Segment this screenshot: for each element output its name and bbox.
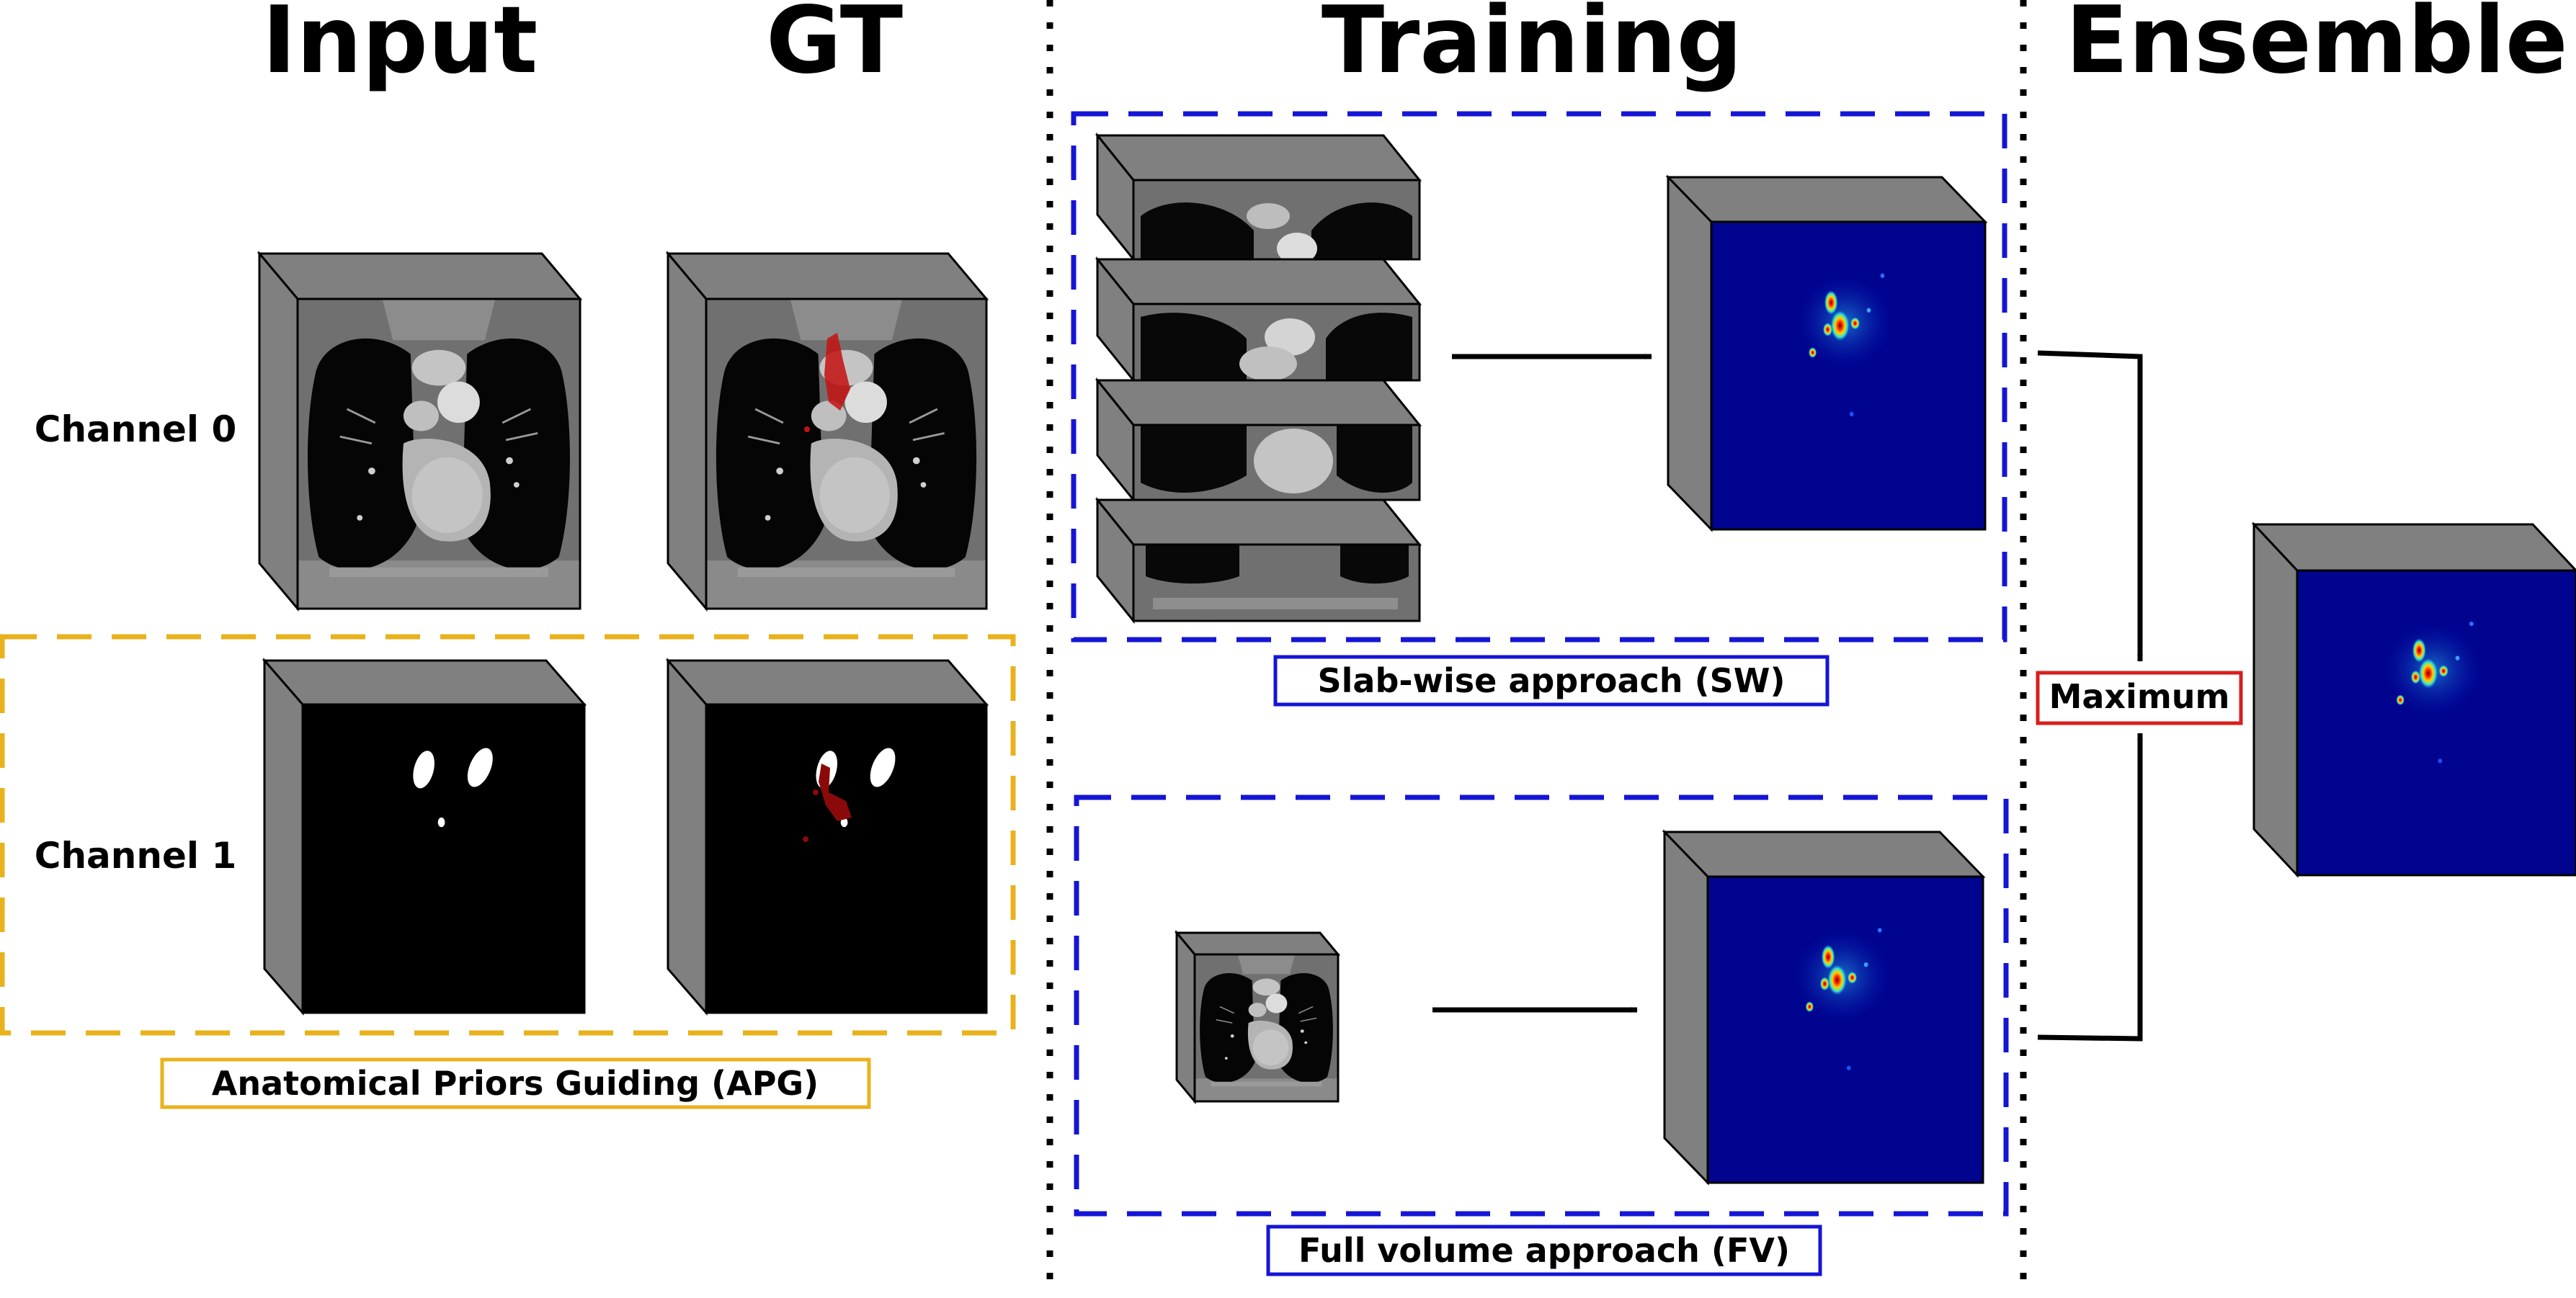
input-ct-volume xyxy=(257,250,583,612)
slab-2 xyxy=(1095,256,1422,384)
row-label-channel-0: Channel 0 xyxy=(35,408,236,450)
apg-label: Anatomical Priors Guiding (APG) xyxy=(212,1064,819,1103)
maximum-label: Maximum xyxy=(2049,677,2230,716)
sw-to-maximum-arrow xyxy=(2037,350,2143,662)
slab-stack xyxy=(1095,132,1422,625)
header-input: Input xyxy=(262,0,538,94)
fv-input-volume xyxy=(1174,929,1341,1105)
sw-label: Slab-wise approach (SW) xyxy=(1318,661,1786,700)
header-ensemble: Ensemble xyxy=(2065,0,2567,94)
ensemble-output-volume xyxy=(2251,522,2576,878)
row-label-channel-1: Channel 1 xyxy=(35,835,236,877)
header-training: Training xyxy=(1322,0,1742,94)
sw-prediction-volume xyxy=(1665,174,1988,532)
slab-4 xyxy=(1095,496,1422,625)
fv-label-box: Full volume approach (FV) xyxy=(1266,1225,1822,1276)
gt-embolism-overlay xyxy=(824,333,850,411)
input-prior-volume xyxy=(262,657,587,1016)
maximum-box: Maximum xyxy=(2036,671,2243,725)
header-gt: GT xyxy=(766,0,903,94)
gt-ct-volume xyxy=(665,250,989,612)
apg-label-box: Anatomical Priors Guiding (APG) xyxy=(160,1057,871,1109)
sw-frame xyxy=(1071,111,2007,643)
fv-frame xyxy=(1074,795,2009,1217)
slab-3 xyxy=(1095,377,1422,503)
slab-1 xyxy=(1095,132,1422,264)
gt-prior-volume xyxy=(665,657,989,1016)
fv-to-maximum-arrow xyxy=(2037,733,2143,1042)
fv-label: Full volume approach (FV) xyxy=(1298,1231,1790,1270)
apg-frame xyxy=(0,634,1016,1036)
fv-prediction-volume xyxy=(1662,829,1986,1186)
sw-label-box: Slab-wise approach (SW) xyxy=(1273,655,1830,707)
